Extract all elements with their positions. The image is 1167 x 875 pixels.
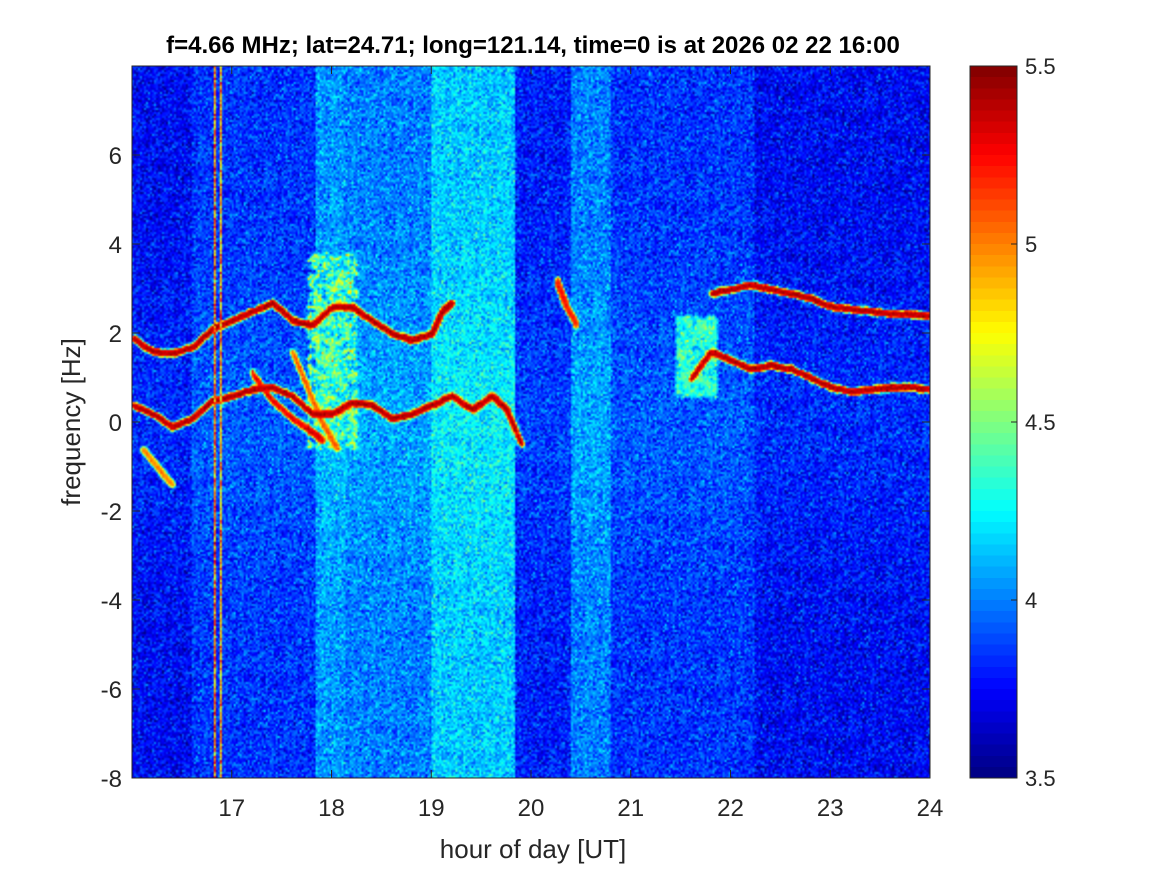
colorbar-tick-label: 4.5 xyxy=(1025,410,1056,435)
colorbar-tick-label: 4 xyxy=(1025,588,1037,613)
x-tick-label: 21 xyxy=(617,795,644,822)
y-tick-label: -6 xyxy=(101,677,122,704)
x-axis: 17 18 19 20 21 22 23 24 xyxy=(218,66,943,822)
x-tick-label: 19 xyxy=(418,795,445,822)
colorbar-tick-label: 3.5 xyxy=(1025,766,1056,791)
x-tick-label: 17 xyxy=(218,795,245,822)
y-tick-label: -2 xyxy=(101,499,122,526)
y-tick-label: 2 xyxy=(109,321,122,348)
x-tick-label: 23 xyxy=(817,795,844,822)
x-tick-label: 20 xyxy=(518,795,545,822)
colorbar-image xyxy=(970,66,1017,778)
plot-area xyxy=(131,65,931,779)
colorbar-tick-label: 5 xyxy=(1025,232,1037,257)
y-tick-label: -4 xyxy=(101,588,122,615)
x-tick-label: 22 xyxy=(717,795,744,822)
y-axis-label: frequency [Hz] xyxy=(56,338,86,506)
x-axis-label: hour of day [UT] xyxy=(440,834,626,864)
y-tick-label: -8 xyxy=(101,766,122,793)
colorbar-tick-label: 5.5 xyxy=(1025,54,1056,79)
x-tick-label: 18 xyxy=(318,795,345,822)
heatmap-image xyxy=(132,66,930,778)
chart-title: f=4.66 MHz; lat=24.71; long=121.14, time… xyxy=(166,32,900,59)
y-axis: -8 -6 -4 -2 0 2 4 6 xyxy=(101,143,930,793)
colorbar: 3.5 4 4.5 5 5.5 xyxy=(969,54,1056,791)
colorbar-ticks: 3.5 4 4.5 5 5.5 xyxy=(1011,54,1056,791)
y-tick-label: 6 xyxy=(109,143,122,170)
y-tick-label: 0 xyxy=(109,410,122,437)
x-tick-label: 24 xyxy=(917,795,944,822)
y-tick-label: 4 xyxy=(109,232,122,259)
